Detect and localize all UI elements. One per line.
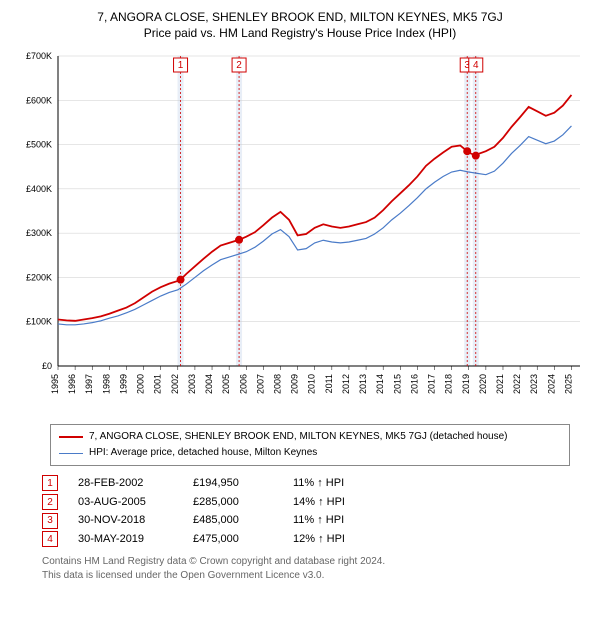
marker-dot [463, 147, 471, 155]
x-tick-label: 2014 [375, 374, 385, 394]
legend-row: 7, ANGORA CLOSE, SHENLEY BROOK END, MILT… [59, 429, 561, 445]
marker-dot [177, 276, 185, 284]
x-tick-label: 2009 [290, 374, 300, 394]
transaction-pct: 12% ↑ HPI [293, 530, 383, 549]
x-tick-label: 2008 [272, 374, 282, 394]
transaction-marker: 1 [42, 475, 58, 491]
x-tick-label: 2017 [427, 374, 437, 394]
y-tick-label: £500K [26, 140, 52, 150]
legend-label: HPI: Average price, detached house, Milt… [89, 445, 317, 461]
transaction-pct: 11% ↑ HPI [293, 511, 383, 530]
transaction-row: 2 03-AUG-2005 £285,000 14% ↑ HPI [42, 493, 570, 512]
x-tick-label: 2019 [461, 374, 471, 394]
x-tick-label: 1995 [50, 374, 60, 394]
x-tick-label: 2010 [307, 374, 317, 394]
transaction-price: £475,000 [193, 530, 273, 549]
transaction-marker: 3 [42, 513, 58, 529]
x-tick-label: 2025 [563, 374, 573, 394]
line-chart-svg: £0 £100K £200K £300K £400K £500K £600K £700K 199… [10, 46, 590, 416]
x-tick-label: 2003 [187, 374, 197, 394]
x-tick-label: 1999 [118, 374, 128, 394]
transactions-table: 1 28-FEB-2002 £194,950 11% ↑ HPI 2 03-AUG-200… [42, 474, 570, 549]
x-tick-label: 2024 [546, 374, 556, 394]
x-tick-label: 1998 [101, 374, 111, 394]
transaction-date: 30-MAY-2019 [78, 530, 173, 549]
x-tick-label: 2023 [529, 374, 539, 394]
x-tick-label: 2016 [409, 374, 419, 394]
transaction-row: 1 28-FEB-2002 £194,950 11% ↑ HPI [42, 474, 570, 493]
x-tick-label: 2022 [512, 374, 522, 394]
x-tick-label: 2012 [341, 374, 351, 394]
x-tick-label: 2018 [444, 374, 454, 394]
marker-number: 1 [178, 60, 184, 71]
footnote-line-1: Contains HM Land Registry data © Crown c… [42, 555, 570, 569]
marker-dot [235, 236, 243, 244]
y-tick-label: £200K [26, 272, 52, 282]
transaction-price: £485,000 [193, 511, 273, 530]
x-tick-label: 1996 [67, 374, 77, 394]
marker-dot [472, 152, 480, 160]
transaction-row: 4 30-MAY-2019 £475,000 12% ↑ HPI [42, 530, 570, 549]
x-tick-label: 2020 [478, 374, 488, 394]
transaction-date: 30-NOV-2018 [78, 511, 173, 530]
marker-band [464, 56, 470, 366]
x-tick-label: 2002 [170, 374, 180, 394]
legend: 7, ANGORA CLOSE, SHENLEY BROOK END, MILT… [50, 424, 570, 466]
chart-title: 7, ANGORA CLOSE, SHENLEY BROOK END, MILT… [10, 10, 590, 40]
y-tick-label: £0 [42, 361, 52, 371]
x-tick-label: 2004 [204, 374, 214, 394]
transaction-row: 3 30-NOV-2018 £485,000 11% ↑ HPI [42, 511, 570, 530]
transaction-price: £194,950 [193, 474, 273, 493]
series-property [58, 95, 571, 321]
transaction-pct: 11% ↑ HPI [293, 474, 383, 493]
x-tick-label: 1997 [84, 374, 94, 394]
transaction-marker: 2 [42, 494, 58, 510]
marker-band [178, 56, 184, 366]
x-tick-label: 2006 [238, 374, 248, 394]
transaction-price: £285,000 [193, 493, 273, 512]
x-tick-label: 2015 [392, 374, 402, 394]
legend-swatch [59, 436, 83, 438]
transaction-date: 28-FEB-2002 [78, 474, 173, 493]
y-tick-label: £600K [26, 95, 52, 105]
chart-area: £0 £100K £200K £300K £400K £500K £600K £700K 199… [10, 46, 590, 416]
footnote-line-2: This data is licensed under the Open Gov… [42, 569, 570, 583]
legend-label: 7, ANGORA CLOSE, SHENLEY BROOK END, MILT… [89, 429, 508, 445]
transaction-pct: 14% ↑ HPI [293, 493, 383, 512]
x-tick-label: 2021 [495, 374, 505, 394]
footnote: Contains HM Land Registry data © Crown c… [42, 555, 570, 583]
marker-band [236, 56, 242, 366]
legend-row: HPI: Average price, detached house, Milt… [59, 445, 561, 461]
marker-number: 4 [473, 60, 479, 71]
series-hpi [58, 126, 571, 325]
x-tick-label: 2000 [136, 374, 146, 394]
y-tick-label: £300K [26, 228, 52, 238]
x-tick-label: 2007 [255, 374, 265, 394]
title-line-1: 7, ANGORA CLOSE, SHENLEY BROOK END, MILT… [10, 10, 590, 24]
x-tick-label: 2001 [153, 374, 163, 394]
title-line-2: Price paid vs. HM Land Registry's House … [10, 26, 590, 40]
x-tick-label: 2011 [324, 374, 334, 393]
y-tick-label: £100K [26, 317, 52, 327]
transaction-marker: 4 [42, 531, 58, 547]
x-tick-label: 2013 [358, 374, 368, 394]
y-tick-label: £400K [26, 184, 52, 194]
marker-number: 2 [236, 60, 242, 71]
marker-band [473, 56, 479, 366]
legend-swatch [59, 453, 83, 454]
transaction-date: 03-AUG-2005 [78, 493, 173, 512]
y-tick-label: £700K [26, 51, 52, 61]
x-tick-label: 2005 [221, 374, 231, 394]
